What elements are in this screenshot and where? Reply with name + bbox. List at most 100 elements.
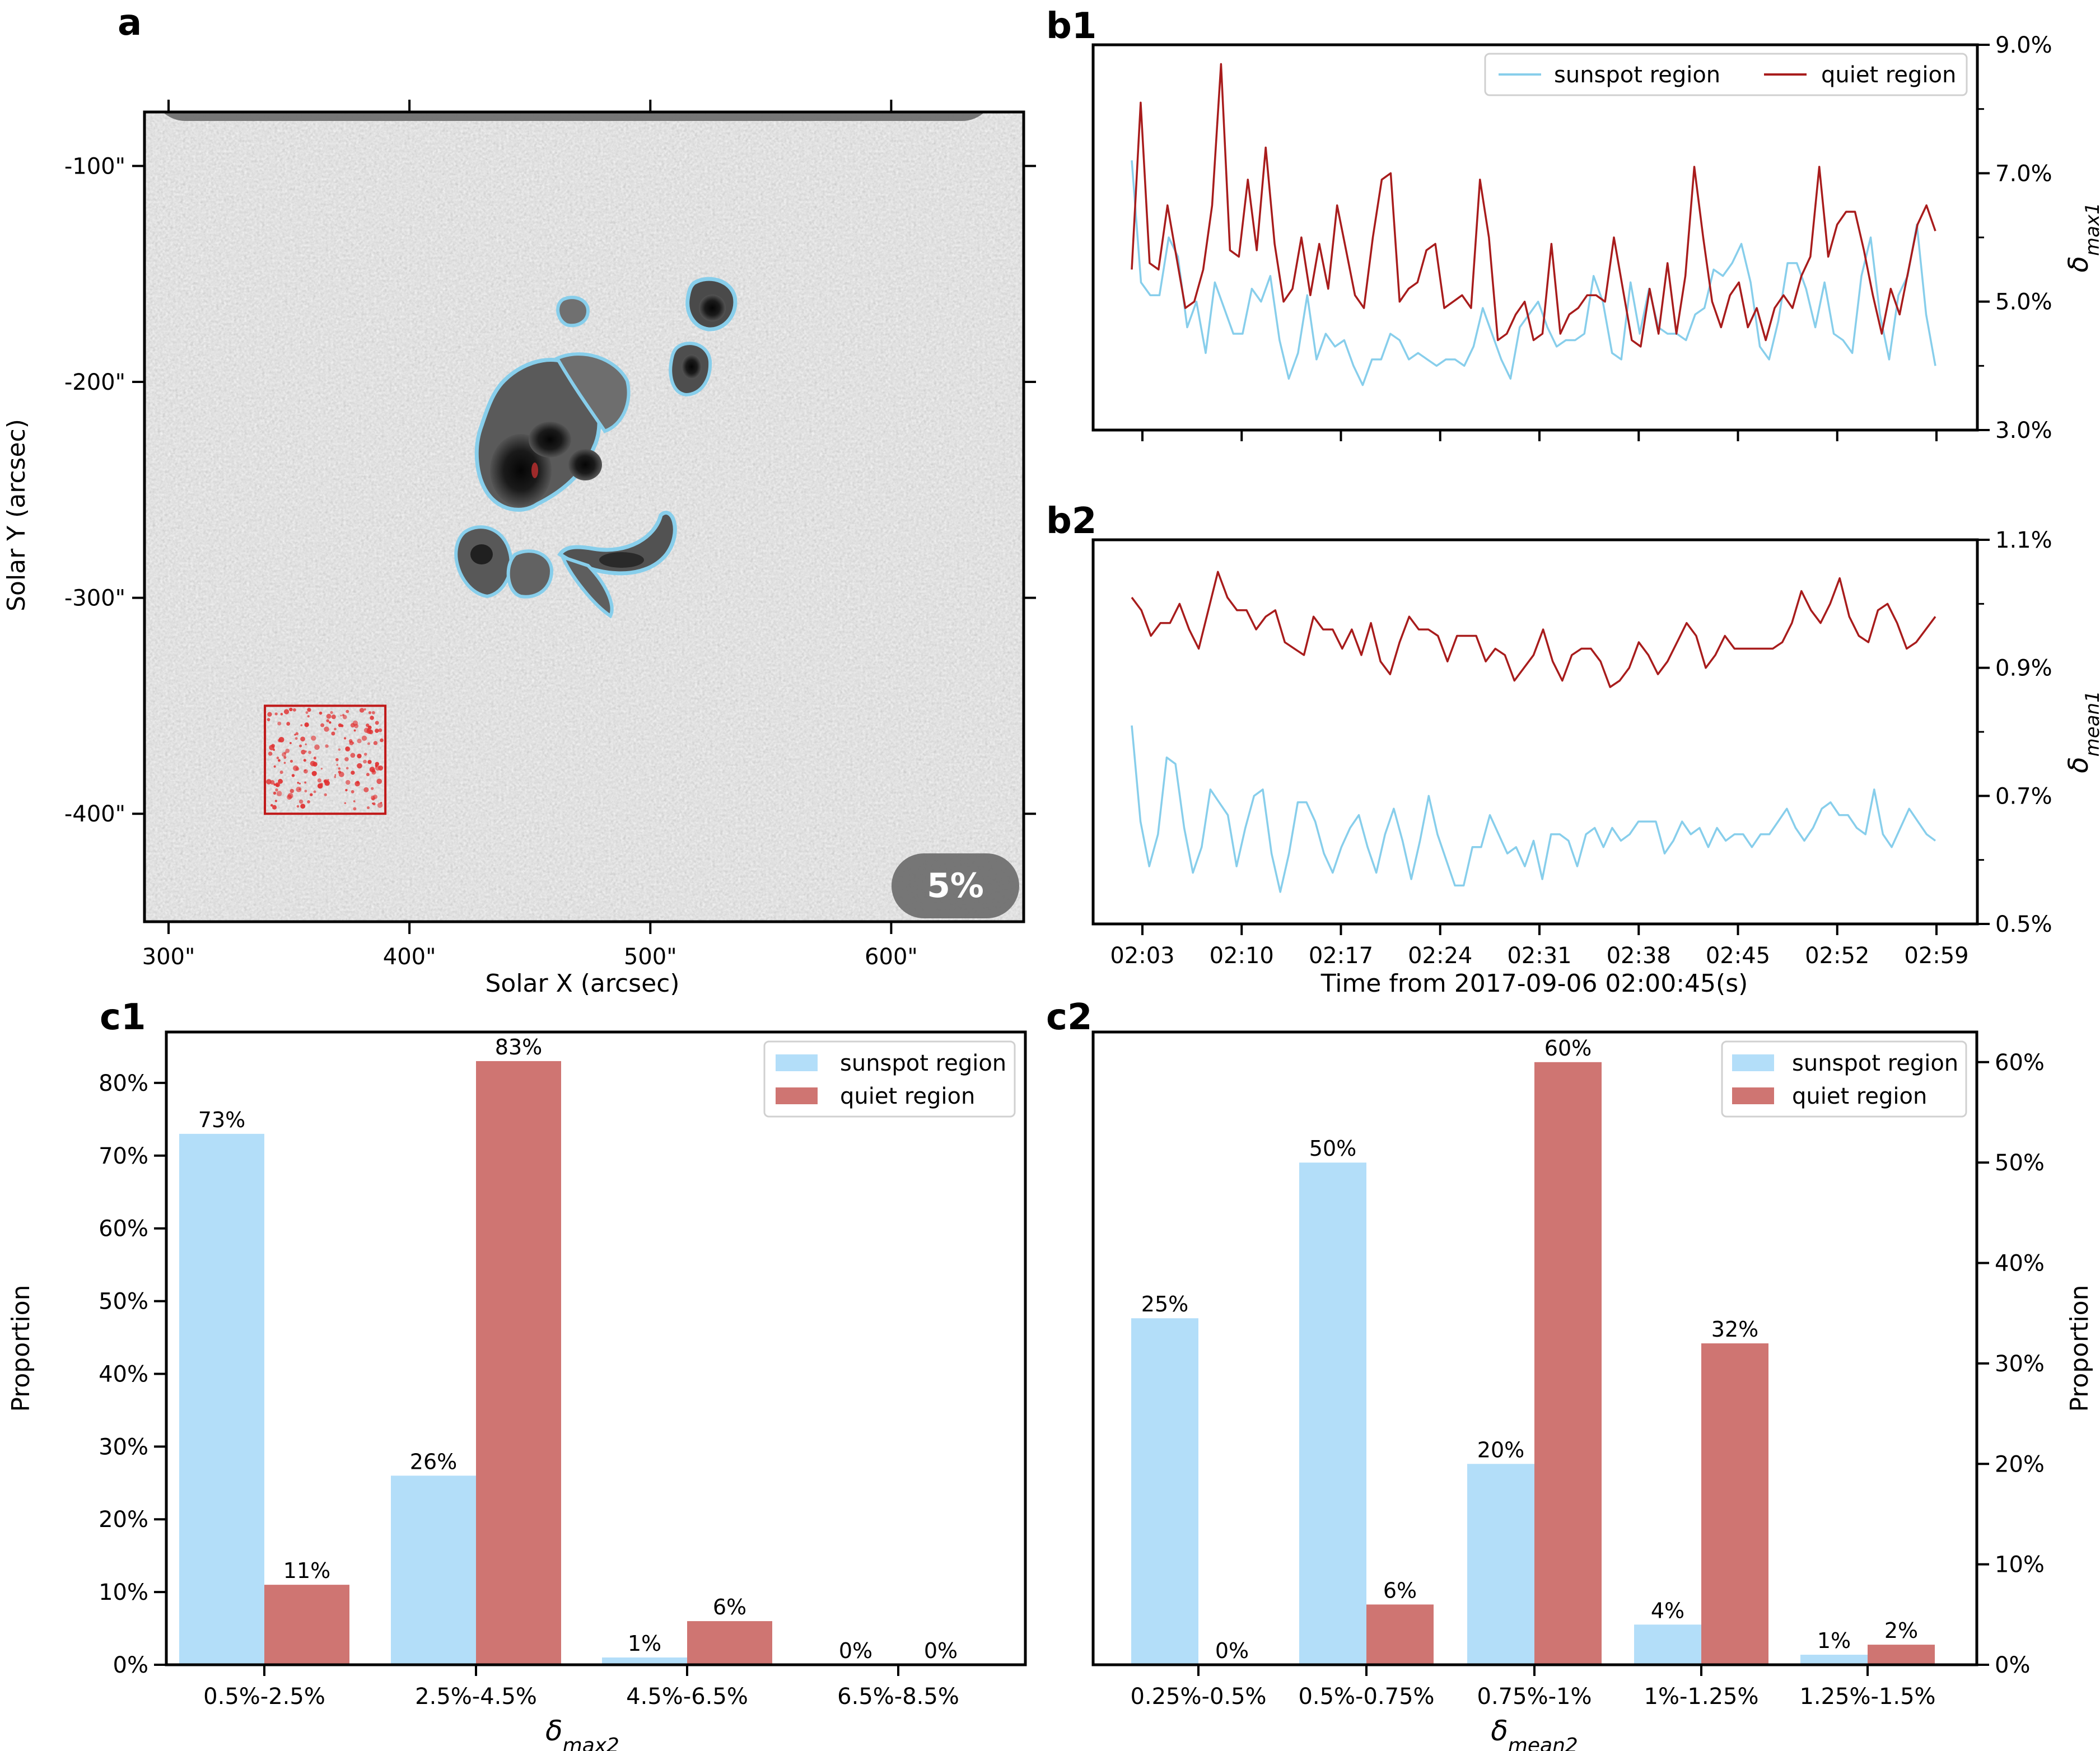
umbra-west [568, 449, 602, 480]
quiet-region-pixel [367, 760, 372, 764]
panel-c2-axes: 0% 10% 20% 30% 40% 50% 60% 0.25%-0.5% 0.5%-0.75%… [1130, 1050, 2044, 1710]
quiet-region-pixel [317, 778, 322, 783]
c2-bars-sunspot-bar [1800, 1655, 1868, 1665]
quiet-region-pixel [274, 712, 278, 716]
quiet-region-pixel [336, 764, 339, 766]
quiet-region-pixel [370, 716, 374, 720]
b1-lines-quiet-line [1131, 63, 1936, 348]
panel-c1-letter: c1 [100, 997, 146, 1038]
quiet-region-pixel [342, 714, 345, 717]
quiet-region-pixel [377, 802, 383, 808]
umbra-northeast [699, 295, 726, 321]
c1-legend-box [763, 1040, 1016, 1118]
quiet-region-pixel [324, 780, 330, 786]
quiet-region-pixel [351, 771, 355, 775]
quiet-region-pixel [352, 742, 354, 744]
panel-c1-legend: sunspot region quiet region [763, 1040, 1016, 1118]
quiet-region-pixel [380, 802, 382, 804]
threshold-label: 5% [927, 866, 984, 905]
panel-a-letter: a [118, 2, 142, 44]
quiet-region-pixel [373, 741, 378, 745]
quiet-region-pixel [344, 802, 347, 804]
quiet-region-pixel [304, 769, 308, 774]
quiet-region-pixel [346, 767, 349, 770]
c1-bars-quiet-value-label: 11% [283, 1558, 330, 1583]
c2-bars-sunspot-value-label: 25% [1141, 1292, 1188, 1316]
c2-legend-quiet-swatch [1732, 1087, 1774, 1104]
panel-c1-axes: 0% 10% 20% 30% 40% 50% 60% 70% 80% 0.5%-2.5% 2.5%-… [99, 1071, 959, 1710]
c2-bars-quiet-bar [1868, 1645, 1935, 1665]
panel-c1-ylabel: Proportion [7, 1285, 35, 1412]
c2-axes-ytick-label: 10% [1995, 1552, 2045, 1578]
quiet-region-pixel [283, 762, 286, 764]
quiet-region-pixel [304, 790, 307, 793]
quiet-region-pixel [311, 735, 316, 741]
quiet-region-pixel [346, 709, 349, 713]
quiet-region-pixel [298, 799, 304, 804]
quiet-region-pixel [304, 722, 309, 727]
c2-bars-sunspot-bar [1131, 1318, 1198, 1665]
panel-a-ytick-label: -400" [64, 801, 125, 827]
quiet-region-pixel [326, 713, 332, 719]
c1-bars-quiet-bar [476, 1061, 561, 1665]
c1-axes-ytick-label: 10% [99, 1580, 148, 1605]
quiet-region-pixel [375, 762, 379, 766]
b2-lines-sunspot-line [1131, 725, 1936, 893]
quiet-region-pixel [376, 778, 382, 785]
c2-legend-box [1721, 1040, 1967, 1118]
panel-b2-xlabel: Time from 2017-09-06 02:00:45(s) [1320, 969, 1748, 998]
quiet-region-pixel [273, 791, 277, 795]
c2-bars-quiet-value-label: 6% [1383, 1578, 1417, 1603]
quiet-region-pixel [353, 729, 356, 732]
panel-a-xtick-label: 300" [142, 944, 195, 970]
panel-a-xtick-label: 600" [865, 944, 918, 970]
c1-axes-ytick-label: 80% [99, 1071, 148, 1096]
image-instrument-label: SDO/HMI 6173 Å [171, 68, 491, 109]
c1-axes-xtick-label: 6.5%-8.5% [837, 1684, 959, 1710]
quiet-region-pixel [290, 759, 293, 763]
panel-a-axes: 300" 400" 500" 600" -100" -200" -300" -400" [64, 100, 1036, 970]
c1-axes-ytick-label: 20% [99, 1507, 148, 1533]
quiet-region-pixel [278, 778, 283, 784]
sunspot-penumbra-south-blob [506, 549, 554, 599]
quiet-region-pixel [380, 738, 384, 743]
quiet-region-pixel [338, 767, 341, 770]
umbra-secondary [529, 422, 571, 457]
quiet-region-pixel [314, 744, 320, 750]
quiet-region-pixel [375, 721, 379, 725]
quiet-region-pixel [305, 743, 307, 746]
panel-a-xtick-label: 500" [624, 944, 677, 970]
sunspot-penumbra-arc [557, 511, 677, 576]
quiet-region-pixel [353, 800, 356, 802]
c2-axes-xtick-label: 0.75%-1% [1477, 1684, 1592, 1710]
panel-b1-legend: sunspot region quiet region [1484, 53, 1968, 96]
quiet-region-pixel [269, 745, 275, 750]
quiet-region-pixel [351, 790, 354, 793]
quiet-region-pixel [344, 757, 349, 762]
quiet-region-pixel [301, 749, 306, 755]
c2-bars-sunspot-value-label: 1% [1817, 1628, 1851, 1653]
quiet-region-pixel [378, 728, 382, 732]
sunspot-penumbra-arc-tail [559, 554, 614, 619]
panel-b2-delta-mean1: b2 0.5%0.7%0.9%1.1%02:03 02:10 02:17 02:24 0… [1046, 501, 2100, 998]
c2-bars-quiet-value-label: 60% [1544, 1036, 1592, 1061]
quiet-region-pixel [320, 723, 325, 727]
quiet-region-pixel [310, 793, 313, 796]
c2-axes-xtick-label: 1.25%-1.5% [1799, 1684, 1935, 1710]
c2-bars-sunspot-bar [1467, 1464, 1534, 1665]
panel-a-xlabel: Solar X (arcsec) [485, 969, 679, 998]
quiet-region-pixel [281, 752, 286, 757]
b2-axes-xtick-label: 02:24 [1408, 943, 1472, 969]
quiet-region-pixel [367, 729, 369, 731]
b2-axes-ytick-label: 0.7% [1995, 783, 2052, 809]
c2-bars-sunspot-value-label: 20% [1477, 1437, 1524, 1462]
umbra-east-mid [682, 354, 702, 379]
quiet-region-pixel [346, 779, 351, 785]
quiet-region-pixel [340, 724, 344, 727]
panel-a-ylabel: Solar Y (arcsec) [2, 419, 31, 611]
quiet-region-pixel [283, 709, 290, 715]
b1-lines-sunspot-line [1131, 160, 1936, 386]
quiet-region-pixel [299, 744, 302, 748]
quiet-region-pixel [305, 711, 309, 714]
